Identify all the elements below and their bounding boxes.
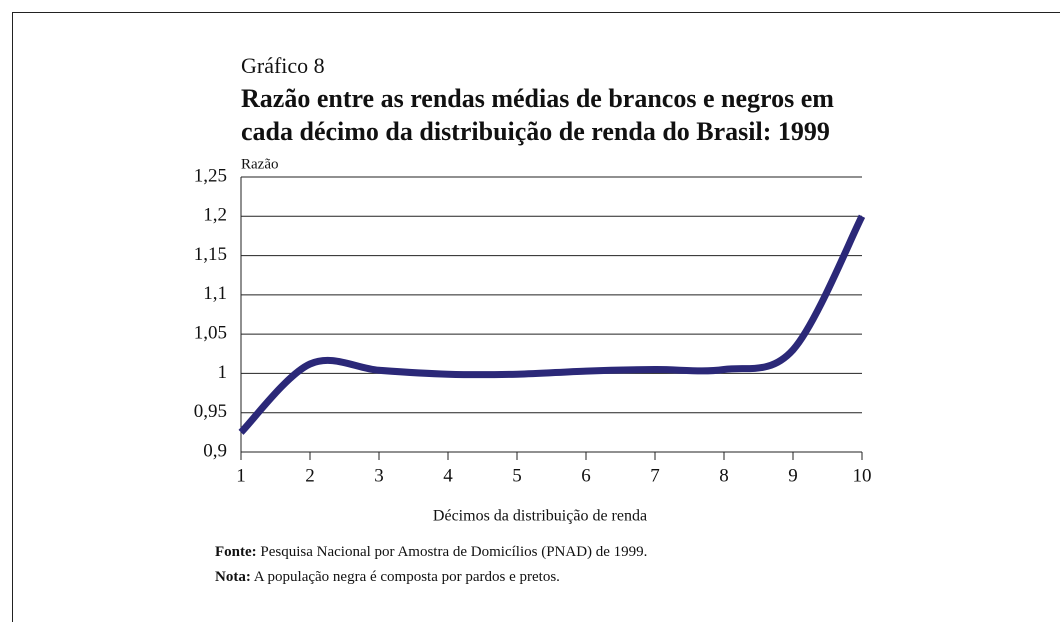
x-tick-label: 4 bbox=[443, 465, 453, 486]
y-tick-label: 1,05 bbox=[194, 323, 227, 344]
note-label: Nota: bbox=[215, 569, 251, 585]
y-tick-label: 1,1 bbox=[203, 283, 227, 304]
y-tick-label: 1,2 bbox=[203, 205, 227, 226]
y-tick-label: 0,95 bbox=[194, 401, 227, 422]
x-axis-label: Décimos da distribuição de renda bbox=[433, 508, 647, 525]
x-tick-label: 10 bbox=[853, 465, 872, 486]
note-text: A população negra é composta por pardos … bbox=[254, 569, 560, 585]
chart-title: Razão entre as rendas médias de brancos … bbox=[241, 84, 834, 113]
chart-title: cada décimo da distribuição de renda do … bbox=[241, 117, 830, 146]
note: Nota: A população negra é composta por p… bbox=[215, 569, 560, 585]
y-tick-label: 0,9 bbox=[203, 440, 227, 461]
x-tick-label: 2 bbox=[305, 465, 315, 486]
y-tick-label: 1 bbox=[218, 362, 228, 383]
x-tick-label: 8 bbox=[719, 465, 729, 486]
frame bbox=[12, 12, 1060, 622]
x-tick-label: 6 bbox=[581, 465, 591, 486]
x-tick-label: 9 bbox=[788, 465, 798, 486]
note-label: Fonte: bbox=[215, 544, 257, 560]
chart-label: Gráfico 8 bbox=[241, 53, 325, 78]
note: Fonte: Pesquisa Nacional por Amostra de … bbox=[215, 544, 647, 560]
x-tick-label: 7 bbox=[650, 465, 660, 486]
y-tick-label: 1,25 bbox=[194, 165, 227, 186]
y-axis-label: Razão bbox=[241, 156, 278, 172]
x-tick-label: 5 bbox=[512, 465, 522, 486]
x-tick-label: 1 bbox=[236, 465, 246, 486]
note-text: Pesquisa Nacional por Amostra de Domicíl… bbox=[260, 544, 647, 560]
y-tick-label: 1,15 bbox=[194, 244, 227, 265]
x-tick-label: 3 bbox=[374, 465, 384, 486]
line-series bbox=[238, 214, 866, 435]
